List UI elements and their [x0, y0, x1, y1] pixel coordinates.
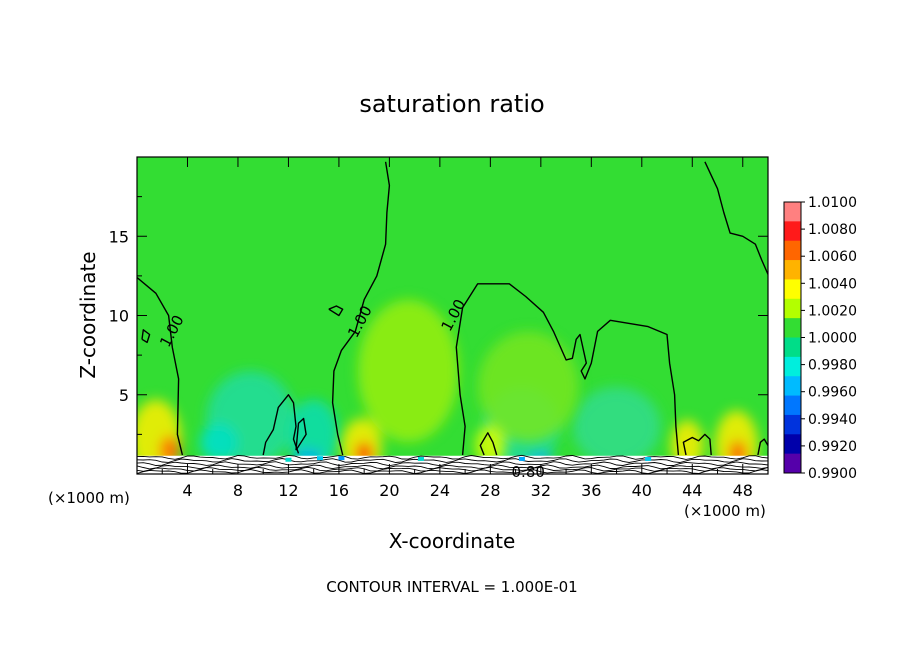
- x-tick-label-9: 40: [632, 481, 652, 500]
- x-unit-right: (×1000 m): [684, 502, 766, 520]
- colorbar-label-4: 1.0020: [808, 303, 857, 319]
- x-tick-label-5: 24: [430, 481, 450, 500]
- interface-speck-2: [417, 456, 424, 461]
- colorbar-swatch-0: [784, 202, 801, 222]
- colorbar-swatch-6: [784, 318, 801, 338]
- surface-contour-4: [137, 466, 768, 472]
- contour-line-8: [141, 329, 151, 344]
- interface-speck-1: [338, 456, 345, 461]
- colorbar-label-1: 1.0080: [808, 222, 857, 238]
- surface-contour-3: [137, 464, 768, 470]
- y-tick-label-0: 5: [119, 386, 129, 405]
- x-tick-label-2: 12: [278, 481, 298, 500]
- colorbar-swatch-4: [784, 279, 801, 300]
- colorbar-label-7: 0.9960: [808, 385, 857, 401]
- warm-spot-8: [357, 299, 459, 443]
- surface-layer: [137, 454, 768, 474]
- x-tick-label-4: 20: [379, 481, 399, 500]
- interface-speck-5: [285, 457, 292, 462]
- x-tick-label-10: 44: [682, 481, 702, 500]
- contour-line-4: [262, 394, 300, 456]
- y-axis-label: Z-coordinate: [76, 251, 100, 378]
- colorbar-swatch-12: [784, 434, 801, 455]
- colorbar-swatch-2: [784, 240, 801, 261]
- contour-line-3: [704, 161, 768, 275]
- colorbar-label-2: 1.0060: [808, 249, 857, 265]
- contour-label-3: 0.80: [512, 463, 545, 481]
- contour-interval-note: CONTOUR INTERVAL = 1.000E-01: [326, 578, 577, 596]
- surface-contour-5: [137, 469, 768, 474]
- contour-line-7: [328, 305, 344, 317]
- colorbar-label-0: 1.0100: [808, 195, 857, 211]
- x-tick-label-11: 48: [733, 481, 753, 500]
- colorbar-label-8: 0.9940: [808, 412, 857, 428]
- x-tick-label-1: 8: [233, 481, 243, 500]
- y-tick-label-2: 15: [109, 227, 129, 246]
- colorbar-label-5: 1.0000: [808, 331, 857, 347]
- warm-spot-9: [477, 331, 579, 443]
- contour-line-10: [757, 438, 768, 456]
- x-axis: 4 8 12 16 20 24 28 32 36 40 44 48: [161, 157, 753, 500]
- colorbar-swatch-1: [784, 221, 801, 242]
- x-axis-label: X-coordinate: [389, 529, 516, 553]
- surface-contour-2: [137, 461, 768, 467]
- colorbar: 1.0100 1.0080 1.0060 1.0040 1.0020 1.0000 0.99…: [783, 195, 857, 482]
- contour-line-9: [682, 433, 712, 456]
- colorbar-swatch-9: [784, 376, 801, 396]
- x-tick-label-3: 16: [329, 481, 349, 500]
- chart-title: saturation ratio: [359, 90, 544, 118]
- contour-lines: [137, 161, 768, 456]
- contour-line-6: [479, 432, 498, 456]
- interface-speck-4: [645, 456, 652, 461]
- y-axis: 5 10 15: [109, 196, 768, 435]
- x-tick-label-7: 32: [531, 481, 551, 500]
- surface-contour-1: [137, 458, 768, 463]
- colorbar-swatch-13: [784, 453, 801, 474]
- surface-contour-0: [137, 454, 768, 460]
- colorbar-swatch-10: [784, 395, 801, 416]
- colorbar-swatch-11: [784, 414, 801, 435]
- surface-contours: [137, 454, 768, 474]
- colorbar-label-6: 0.9980: [808, 358, 857, 374]
- colorbar-swatch-7: [784, 337, 801, 358]
- cool-spot-3: [572, 386, 661, 467]
- contour-line-5: [295, 417, 307, 451]
- x-tick-label-0: 4: [182, 481, 192, 500]
- interface-speck-0: [316, 456, 323, 461]
- contour-line-0: [137, 276, 184, 456]
- colorbar-swatch-5: [784, 298, 801, 319]
- colorbar-swatch-8: [784, 356, 801, 377]
- x-tick-label-8: 36: [581, 481, 601, 500]
- colorbar-label-3: 1.0040: [808, 276, 857, 292]
- colorbar-label-9: 0.9920: [808, 439, 857, 455]
- contour-line-1: [331, 161, 391, 456]
- x-unit-left: (×1000 m): [48, 489, 130, 507]
- contour-line-2: [455, 283, 680, 456]
- cool-spot-4: [200, 423, 238, 462]
- x-tick-label-6: 28: [480, 481, 500, 500]
- colorbar-label-10: 0.9900: [808, 466, 857, 482]
- y-tick-label-1: 10: [109, 307, 129, 326]
- interface-speck-3: [518, 456, 525, 461]
- colorbar-swatch-3: [784, 260, 801, 280]
